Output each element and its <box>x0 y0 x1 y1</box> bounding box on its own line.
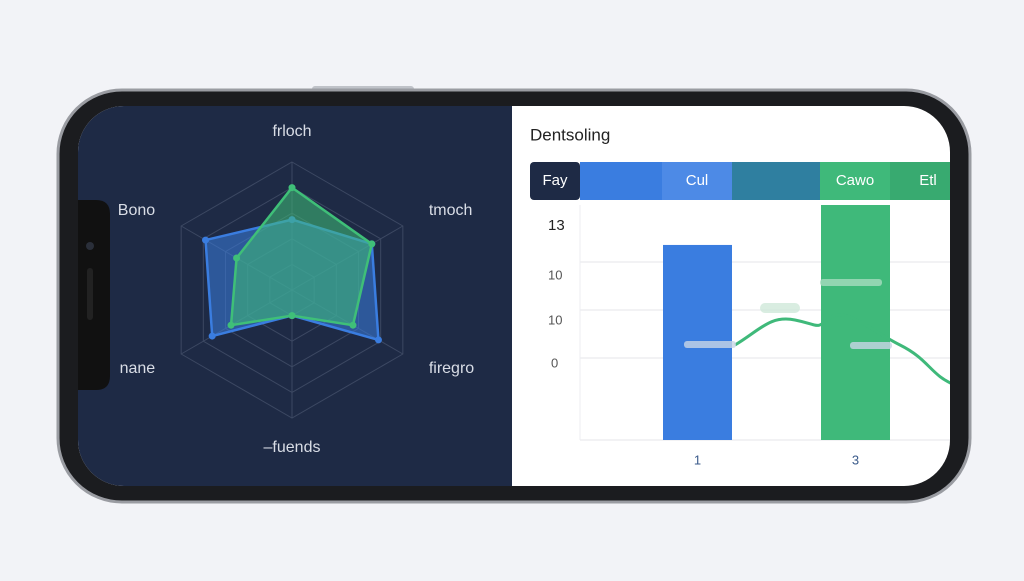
radar-point <box>288 184 296 192</box>
range-marker <box>760 303 800 313</box>
range-marker <box>684 341 736 348</box>
radar-point <box>208 332 216 340</box>
tab-label[interactable]: Cawo <box>836 172 874 189</box>
radar-point <box>288 312 296 320</box>
radar-axis-label: frloch <box>272 123 311 140</box>
radar-axis-label: –fuends <box>264 439 321 456</box>
tab-label[interactable]: Cul <box>686 172 709 189</box>
y-label: 0 <box>551 355 558 370</box>
tab[interactable] <box>662 162 732 200</box>
trend-overlay <box>684 279 950 387</box>
radar-point <box>368 240 376 248</box>
trend-line <box>734 313 950 387</box>
notch <box>78 200 110 390</box>
radar-axis-label: nane <box>120 360 156 377</box>
x-label: 1 <box>694 452 701 467</box>
radar-axis-label: Bono <box>118 202 155 219</box>
tab[interactable] <box>820 162 890 200</box>
range-marker <box>850 342 892 349</box>
bar <box>821 205 890 440</box>
x-label: 3 <box>852 452 859 467</box>
screen: frloch tmoch firegro –fuends nane Bono Dentso… <box>78 106 950 486</box>
radar-axis-label: tmoch <box>429 202 473 219</box>
radar-point <box>233 254 241 262</box>
radar-chart: frloch tmoch firegro –fuends nane Bono <box>118 123 474 456</box>
radar-point <box>227 321 235 329</box>
tab-label[interactable]: Etl <box>919 172 937 189</box>
range-marker <box>820 279 882 286</box>
speaker <box>87 268 93 320</box>
y-label: 13 <box>548 217 565 234</box>
tab-label[interactable]: Fay <box>542 172 568 189</box>
radar-point <box>349 321 357 329</box>
tab[interactable] <box>890 162 950 200</box>
radar-point <box>374 336 382 344</box>
tab[interactable] <box>530 162 580 200</box>
y-label: 10 <box>548 312 562 327</box>
radar-point <box>202 236 210 244</box>
camera <box>86 242 94 250</box>
y-label: 10 <box>548 267 562 282</box>
radar-axis-label: firegro <box>429 360 474 377</box>
panel-title: Dentsoling <box>530 125 610 144</box>
tab-bar-segment <box>732 162 820 200</box>
